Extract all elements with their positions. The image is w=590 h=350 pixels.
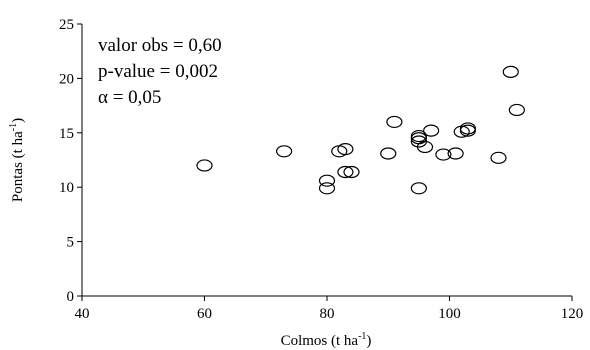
x-axis-title: Colmos (t ha-1)	[281, 331, 372, 349]
annotation-alpha: α = 0,05	[98, 87, 161, 108]
data-point	[410, 182, 427, 195]
data-point	[508, 103, 525, 117]
data-point	[502, 65, 519, 78]
y-axis-title: Pontas (t ha-1)	[8, 118, 26, 202]
y-tick-label: 25	[59, 17, 74, 33]
x-tick-label: 60	[197, 306, 212, 322]
y-axis-title-text: Pontas (t ha	[10, 131, 26, 202]
data-point	[276, 145, 293, 158]
data-point	[453, 125, 470, 138]
data-point	[435, 148, 452, 161]
data-point	[380, 147, 397, 160]
x-axis-title-text: Colmos (t ha	[281, 333, 359, 349]
x-tick-label: 40	[75, 306, 90, 322]
data-point	[459, 122, 476, 135]
annotation-observed-value: valor obs = 0,60	[98, 35, 222, 56]
x-axis-title-close: )	[366, 333, 371, 349]
y-axis-title-superscript: -1	[8, 123, 19, 131]
data-point	[447, 147, 464, 160]
x-axis-title-superscript: -1	[358, 331, 366, 342]
data-point	[343, 165, 360, 179]
x-tick-label: 120	[561, 306, 584, 322]
data-point	[416, 140, 434, 154]
data-point	[490, 151, 507, 164]
y-tick-label: 15	[59, 126, 74, 142]
data-point	[410, 129, 427, 143]
data-point	[318, 174, 336, 187]
y-ticks: 0 5 10 15 20 25	[59, 17, 82, 305]
annotation-p-value: p-value = 0,002	[98, 61, 218, 82]
data-point	[318, 182, 336, 195]
y-axis-title-close: )	[10, 118, 26, 123]
data-point	[423, 124, 440, 137]
y-tick-label: 20	[59, 71, 74, 87]
data-point	[337, 143, 354, 156]
data-point	[386, 115, 403, 129]
x-tick-label: 100	[438, 306, 461, 322]
y-tick-label: 0	[67, 289, 75, 305]
data-point	[337, 165, 354, 179]
x-tick-label: 80	[320, 306, 335, 322]
y-tick-label: 10	[59, 180, 74, 196]
stats-annotation: valor obs = 0,60 p-value = 0,002 α = 0,0…	[98, 35, 222, 108]
x-ticks: 40 60 80 100 120	[75, 296, 584, 322]
y-tick-label: 5	[67, 235, 75, 251]
data-points	[196, 65, 525, 195]
data-point	[196, 159, 213, 172]
